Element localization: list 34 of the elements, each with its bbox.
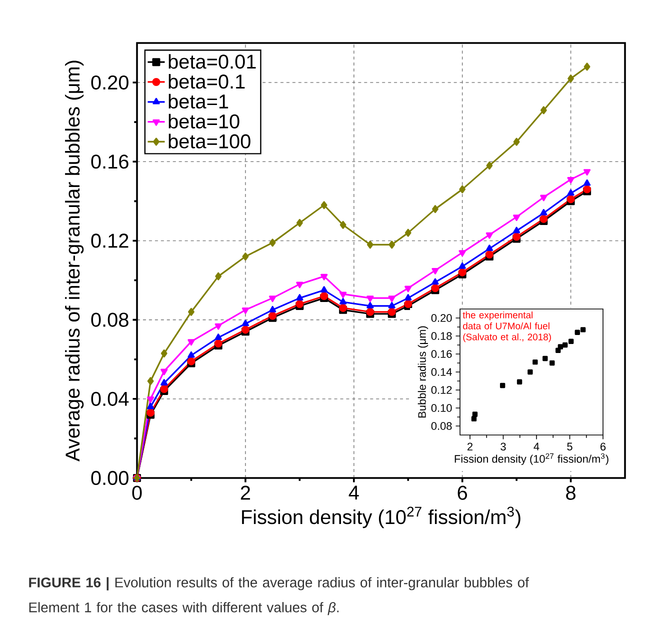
legend-label: beta=10 <box>168 114 240 128</box>
legend-label: beta=0.01 <box>168 54 256 69</box>
y-tick-label: 0.08 <box>91 312 128 327</box>
legend-label: beta=0.1 <box>168 74 245 89</box>
y-tick-label: 0.12 <box>91 234 128 248</box>
y-tick-label: 0.20 <box>91 75 128 90</box>
y-tick-label: 0.20 <box>431 314 452 322</box>
y-tick-label: 0.12 <box>431 386 452 394</box>
y-tick-label: 0.00 <box>91 470 128 486</box>
y-tick-label: 0.10 <box>431 404 452 412</box>
x-tick-label: 0 <box>132 486 142 500</box>
y-tick-label: 0.16 <box>91 154 128 169</box>
annotation: the experimental data of U7Mo/Al fuel (Salvato et al., 2018) <box>462 311 551 342</box>
y-tick-label: 0.16 <box>431 350 452 358</box>
x-tick-label: 4 <box>348 486 359 500</box>
x-tick-label: 6 <box>458 486 467 500</box>
x-tick-label: 8 <box>566 486 576 500</box>
y-tick-label: 0.08 <box>431 422 452 430</box>
x-tick-label: 2 <box>240 486 250 500</box>
y-tick-label: 0.04 <box>91 392 129 406</box>
x-tick-label: 6 <box>600 442 606 451</box>
legend-label: beta=1 <box>168 94 228 109</box>
y-axis-title: Bubble radius (μm) <box>418 326 428 418</box>
legend-label: beta=100 <box>168 134 250 148</box>
x-tick-label: 5 <box>567 442 572 450</box>
x-tick-label: 3 <box>500 442 506 451</box>
y-tick-label: 0.14 <box>431 368 452 376</box>
x-axis-title: Fission density (10$^{27}$ fission/m$^{3}$) <box>454 453 608 465</box>
text: FIGURE 16 | Evolution results of the average radius of inter-granular bubbles of Element 1 for the cases with different values of β. <box>29 577 529 616</box>
x-tick-label: 2 <box>467 442 472 450</box>
x-axis-title: Fission density (10$^{27}$ fission/m$^{3}$) <box>242 506 520 528</box>
y-tick-label: 0.18 <box>431 332 452 340</box>
y-axis-title: Average radius of inter-granular bubbles (μm) <box>65 60 84 462</box>
x-tick-label: 4 <box>534 442 540 450</box>
